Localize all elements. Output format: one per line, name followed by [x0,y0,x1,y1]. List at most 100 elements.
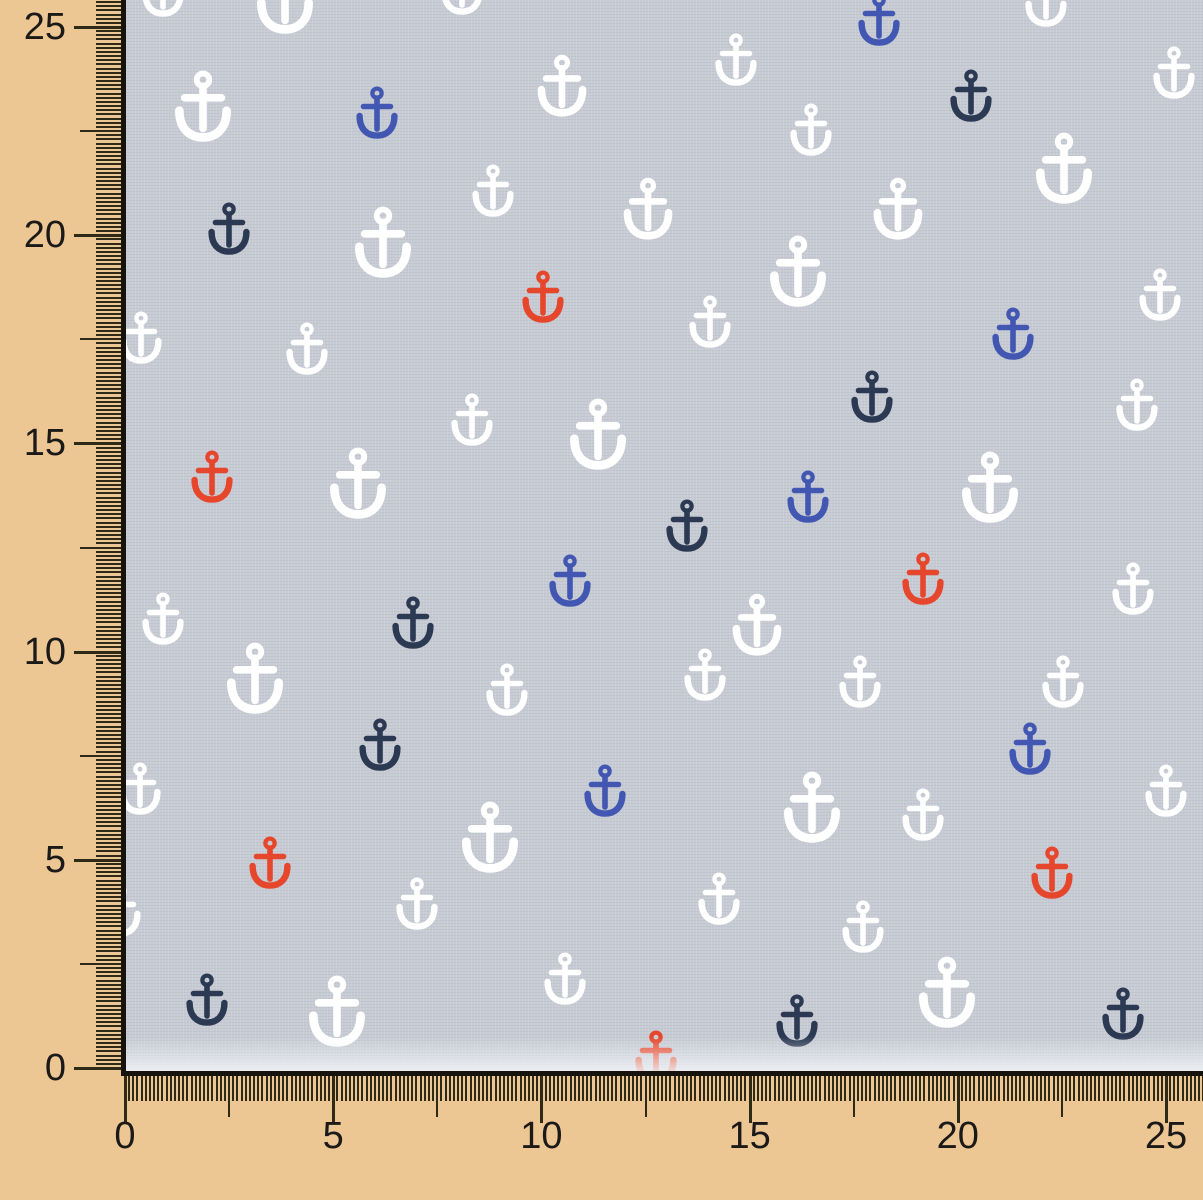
ruler-tick [1073,1076,1076,1101]
ruler-tick [378,1076,380,1101]
ruler-tick [615,1076,618,1101]
ruler-tick [644,1076,647,1117]
ruler-tick [96,467,121,470]
white-anchor-motif [126,310,163,364]
ruler-tick [96,475,121,478]
ruler-tick [1077,1076,1080,1101]
ruler-tick [96,55,121,58]
ruler-tick [927,1076,930,1101]
ruler-tick [744,1076,747,1101]
vertical-ruler-label: 20 [23,214,66,257]
horizontal-ruler-label: 15 [728,1115,771,1157]
ruler-tick [890,1076,893,1101]
white-anchor-motif [1041,654,1085,708]
ruler-tick [827,1076,830,1101]
ruler-tick [96,346,121,349]
ruler-tick [419,1076,422,1101]
ruler-tick [96,246,121,249]
white-anchor-motif [1144,763,1188,817]
ruler-tick [457,1076,460,1101]
ruler-tick [756,1076,759,1101]
ruler-tick [1027,1076,1030,1101]
ruler-tick [765,1076,768,1101]
ruler-tick [444,1076,447,1101]
ruler-tick [1152,1076,1155,1101]
ruler-tick [96,513,121,516]
ruler-tick [96,225,121,228]
white-anchor-motif [1111,561,1155,615]
white-anchor-motif [485,662,529,716]
ruler-tick [806,1076,809,1101]
white-anchor-motif [768,235,828,307]
ruler-tick [96,725,121,728]
ruler-tick [96,404,121,407]
white-anchor-motif [1034,132,1094,204]
white-anchor-motif [714,32,758,86]
ruler-tick [869,1076,872,1101]
ruler-tick [819,1076,822,1101]
ruler-tick [74,26,121,29]
ruler-tick [740,1076,743,1101]
ruler-tick [96,721,121,724]
ruler-tick [74,650,121,654]
white-anchor-motif [1115,377,1159,431]
ruler-tick [96,354,121,357]
ruler-tick [977,1076,980,1101]
ruler-tick [661,1076,664,1101]
ruler-tick [523,1076,526,1101]
ruler-tick [1115,1076,1118,1101]
white-anchor-motif [285,321,329,375]
ruler-tick [74,234,121,238]
ruler-tick [96,492,121,495]
horizontal-ruler-label: 25 [1144,1115,1188,1157]
ruler-tick [96,783,121,786]
ruler-tick [894,1076,897,1101]
ruler-tick [96,138,121,141]
ruler-tick [96,912,121,915]
ruler-tick [96,292,121,295]
ruler-tick [998,1076,1001,1101]
ruler-tick [232,1076,235,1101]
ruler-tick [811,1076,814,1101]
ruler-tick [494,1076,497,1101]
ruler-tick [815,1076,818,1101]
white-anchor-motif [782,771,842,843]
ruler-tick [96,459,121,462]
ruler-tick [96,375,121,378]
ruler-tick [96,155,121,158]
navy-anchor-motif [1101,986,1145,1040]
ruler-tick [1177,1076,1180,1101]
white-anchor-motif [126,761,162,815]
ruler-tick [96,658,121,661]
ruler-tick [96,1000,121,1003]
ruler-tick [1031,1076,1034,1101]
ruler-tick [96,34,121,37]
vertical-ruler-label: 5 [44,838,66,881]
ruler-tick [96,50,121,53]
ruler-tick [96,558,121,561]
white-anchor-motif [622,177,674,240]
ruler-tick [96,171,121,174]
ruler-tick [935,1076,938,1101]
ruler-tick [140,1076,143,1101]
ruler-tick [590,1076,593,1101]
white-anchor-motif [697,871,741,925]
ruler-tick [902,1076,905,1101]
ruler-tick [96,571,121,574]
ruler-tick [369,1076,372,1101]
ruler-tick [823,1076,826,1101]
white-anchor-motif [917,956,977,1028]
ruler-tick [648,1076,651,1101]
ruler-tick [1160,1076,1163,1101]
ruler-tick [253,1076,256,1101]
white-anchor-motif [1152,45,1196,99]
blue-anchor-motif [583,763,627,817]
ruler-tick [144,1076,147,1101]
ruler-tick [96,105,121,108]
red-anchor-motif [248,835,292,889]
white-anchor-motif [841,899,885,953]
ruler-tick [298,1076,301,1101]
ruler-tick [960,1076,963,1101]
ruler-tick [96,817,121,820]
ruler-tick [365,1076,368,1101]
